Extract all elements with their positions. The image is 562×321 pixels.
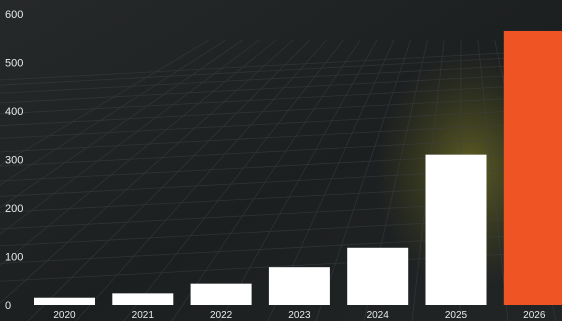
x-axis-ticks: 2020 2021 2022 2023 2024 2025 2026 (53, 310, 545, 321)
bar-2026 (503, 30, 562, 305)
bar-2023 (268, 267, 330, 305)
y-tick-label: 200 (5, 203, 23, 215)
y-tick-label: 400 (5, 106, 23, 118)
x-tick-label: 2025 (445, 310, 468, 321)
y-axis-ticks: 0 100 200 300 400 500 600 (5, 9, 23, 312)
y-tick-label: 300 (5, 155, 23, 167)
y-tick-label: 0 (5, 300, 11, 312)
y-tick-label: 100 (5, 252, 23, 264)
x-tick-label: 2023 (288, 310, 311, 321)
x-tick-label: 2022 (210, 310, 233, 321)
x-tick-label: 2020 (53, 310, 76, 321)
bars (34, 30, 562, 305)
x-tick-label: 2021 (132, 310, 155, 321)
bar-2020 (34, 297, 95, 305)
bar-2024 (347, 247, 409, 305)
y-tick-label: 500 (5, 58, 23, 70)
bar-2025 (425, 154, 487, 305)
y-tick-label: 600 (5, 9, 23, 21)
x-tick-label: 2026 (523, 310, 546, 321)
x-tick-label: 2024 (367, 310, 390, 321)
bar-2021 (112, 293, 174, 305)
bar-2022 (190, 283, 252, 305)
